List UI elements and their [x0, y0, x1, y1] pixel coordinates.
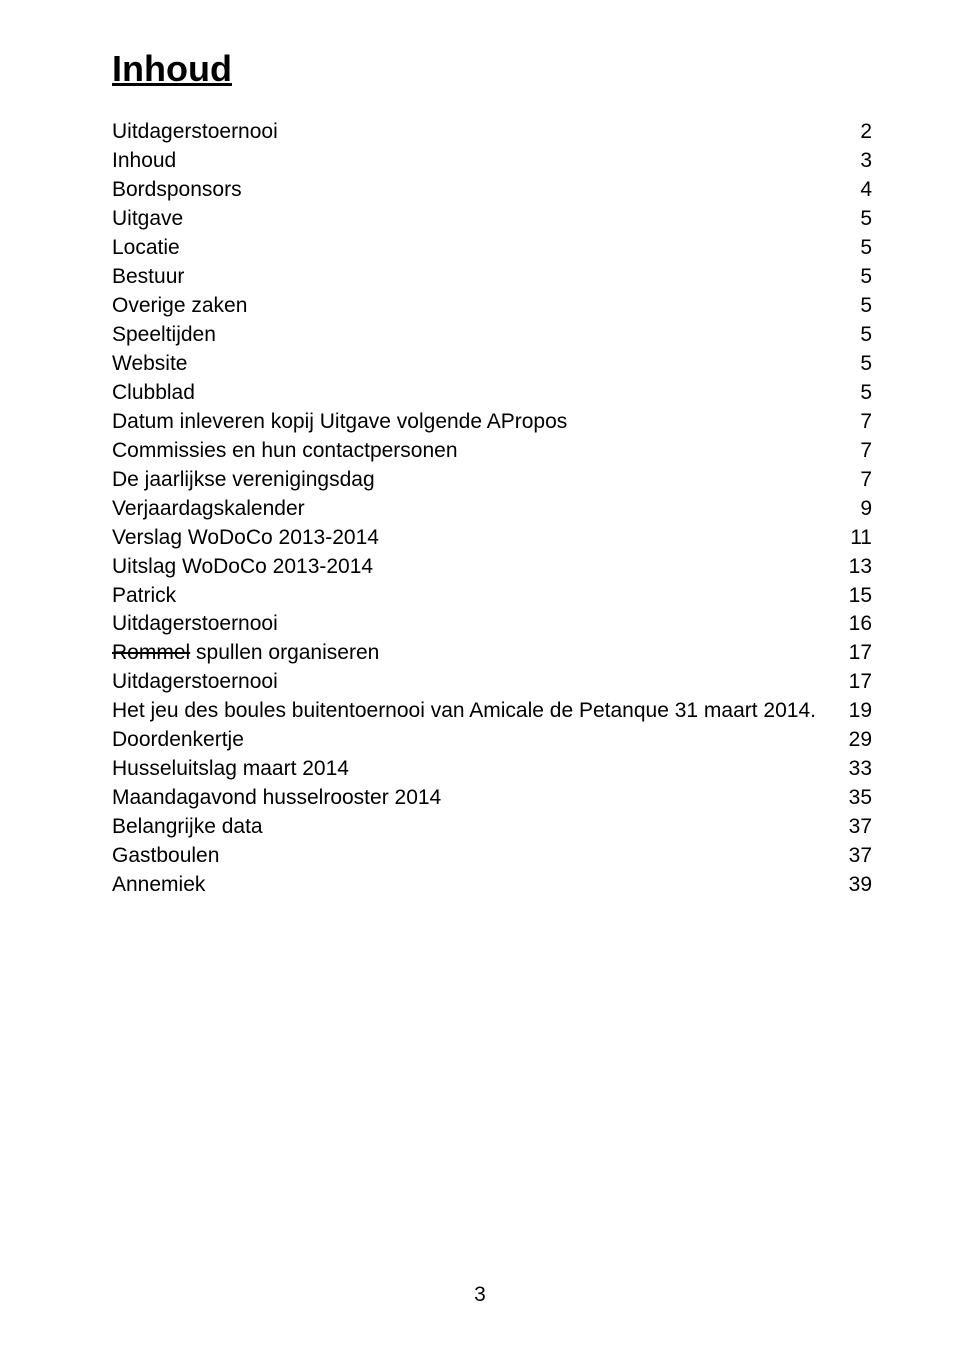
toc-entry-page: 11 [850, 524, 872, 553]
toc-row: Uitslag WoDoCo 2013-2014 13 [112, 553, 872, 582]
toc-entry-page: 5 [860, 263, 872, 292]
toc-entry-label: Inhoud [112, 147, 176, 176]
toc-entry-page: 19 [849, 697, 872, 726]
toc-entry-page: 5 [860, 321, 872, 350]
toc-row: Maandagavond husselrooster 2014 35 [112, 784, 872, 813]
toc-entry-label: De jaarlijkse verenigingsdag [112, 466, 375, 495]
toc-entry-label: Website [112, 350, 187, 379]
toc-row: Husseluitslag maart 2014 33 [112, 755, 872, 784]
toc-entry-page: 5 [860, 350, 872, 379]
toc-entry-label: Uitslag WoDoCo 2013-2014 [112, 553, 373, 582]
toc-row: Datum inleveren kopij Uitgave volgende A… [112, 408, 872, 437]
toc-entry-page: 15 [849, 582, 872, 611]
toc-row: De jaarlijkse verenigingsdag 7 [112, 466, 872, 495]
toc-entry-label: Uitdagerstoernooi [112, 118, 278, 147]
toc-row: Bordsponsors 4 [112, 176, 872, 205]
toc-entry-label: Bordsponsors [112, 176, 242, 205]
toc-row: Overige zaken 5 [112, 292, 872, 321]
toc-row: Rommel spullen organiseren 17 [112, 639, 872, 668]
toc-row: Gastboulen 37 [112, 842, 872, 871]
toc-entry-label: Commissies en hun contactpersonen [112, 437, 458, 466]
table-of-contents: Uitdagerstoernooi2Inhoud3Bordsponsors4Ui… [112, 118, 872, 900]
toc-entry-label: Uitdagerstoernooi [112, 668, 278, 697]
toc-entry-label: Het jeu des boules buitentoernooi van Am… [112, 697, 816, 726]
toc-entry-page: 7 [860, 437, 872, 466]
toc-row: Doordenkertje 29 [112, 726, 872, 755]
toc-entry-page: 5 [860, 292, 872, 321]
toc-entry-page: 33 [849, 755, 872, 784]
toc-entry-page: 3 [860, 147, 872, 176]
toc-row: Clubblad 5 [112, 379, 872, 408]
toc-entry-label: Uitgave [112, 205, 183, 234]
toc-entry-page: 7 [860, 408, 872, 437]
toc-entry-page: 4 [860, 176, 872, 205]
toc-entry-page: 13 [849, 553, 872, 582]
toc-entry-label: Verslag WoDoCo 2013-2014 [112, 524, 379, 553]
toc-row: Commissies en hun contactpersonen 7 [112, 437, 872, 466]
toc-entry-page: 29 [849, 726, 872, 755]
toc-entry-page: 39 [849, 871, 872, 900]
toc-row: Belangrijke data 37 [112, 813, 872, 842]
toc-entry-page: 5 [860, 379, 872, 408]
page-title: Inhoud [112, 48, 872, 90]
toc-row: Patrick 15 [112, 582, 872, 611]
document-page: Inhoud Uitdagerstoernooi2Inhoud3Bordspon… [0, 0, 960, 1347]
toc-row: Uitdagerstoernooi 2 [112, 118, 872, 147]
toc-entry-label: Rommel spullen organiseren [112, 639, 379, 668]
toc-entry-page: 37 [849, 842, 872, 871]
toc-entry-label: Gastboulen [112, 842, 219, 871]
toc-entry-label: Patrick [112, 582, 176, 611]
toc-row: Uitgave 5 [112, 205, 872, 234]
toc-entry-page: 7 [860, 466, 872, 495]
toc-row: Inhoud 3 [112, 147, 872, 176]
toc-entry-label: Speeltijden [112, 321, 216, 350]
toc-entry-label: Husseluitslag maart 2014 [112, 755, 349, 784]
toc-row: Bestuur 5 [112, 263, 872, 292]
toc-row: Uitdagerstoernooi 17 [112, 668, 872, 697]
toc-entry-label: Verjaardagskalender [112, 495, 305, 524]
toc-row: Uitdagerstoernooi 16 [112, 610, 872, 639]
toc-entry-page: 5 [860, 234, 872, 263]
toc-row: Het jeu des boules buitentoernooi van Am… [112, 697, 872, 726]
toc-entry-label: Locatie [112, 234, 180, 263]
toc-entry-label: Doordenkertje [112, 726, 244, 755]
toc-row: Speeltijden 5 [112, 321, 872, 350]
toc-entry-label: Clubblad [112, 379, 195, 408]
toc-row: Verslag WoDoCo 2013-2014 11 [112, 524, 872, 553]
toc-entry-label: Overige zaken [112, 292, 247, 321]
toc-entry-page: 35 [849, 784, 872, 813]
toc-row: Verjaardagskalender 9 [112, 495, 872, 524]
toc-entry-page: 9 [860, 495, 872, 524]
toc-row: Website 5 [112, 350, 872, 379]
toc-entry-page: 37 [849, 813, 872, 842]
toc-entry-label: Datum inleveren kopij Uitgave volgende A… [112, 408, 567, 437]
toc-entry-page: 2 [860, 118, 872, 147]
toc-entry-label: Belangrijke data [112, 813, 263, 842]
page-number: 3 [0, 1283, 960, 1307]
toc-entry-page: 16 [849, 610, 872, 639]
toc-row: Annemiek 39 [112, 871, 872, 900]
toc-entry-page: 5 [860, 205, 872, 234]
toc-entry-label: Uitdagerstoernooi [112, 610, 278, 639]
toc-entry-label: Annemiek [112, 871, 205, 900]
toc-entry-page: 17 [849, 639, 872, 668]
toc-entry-page: 17 [849, 668, 872, 697]
toc-row: Locatie 5 [112, 234, 872, 263]
toc-entry-label: Maandagavond husselrooster 2014 [112, 784, 441, 813]
toc-entry-label: Bestuur [112, 263, 184, 292]
